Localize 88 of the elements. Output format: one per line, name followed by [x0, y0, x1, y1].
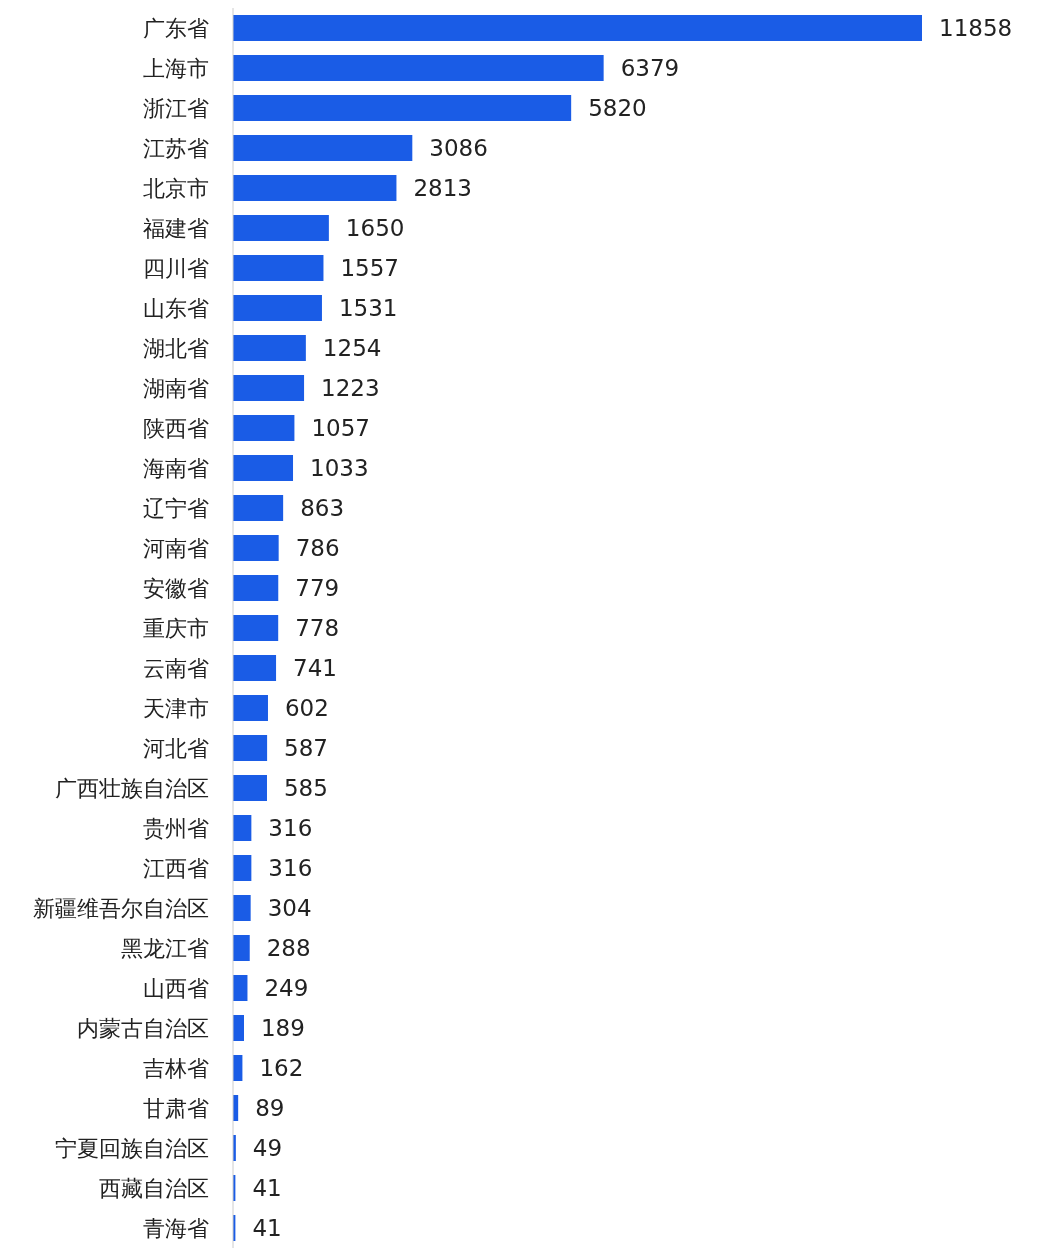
data-label: 288: [266, 935, 311, 962]
bar: [233, 415, 295, 441]
bar: [233, 255, 324, 281]
data-label: 6379: [620, 55, 680, 82]
y-tick-label: 四川省: [143, 255, 209, 281]
y-tick-label: 江苏省: [143, 135, 209, 161]
data-label: 249: [264, 975, 309, 1002]
data-label: 41: [252, 1215, 282, 1242]
y-tick-label: 天津市: [143, 695, 209, 721]
bar: [233, 615, 279, 641]
bar: [233, 15, 922, 41]
bar: [233, 215, 329, 241]
y-tick-label: 宁夏回族自治区: [55, 1135, 209, 1161]
bar: [233, 135, 413, 161]
bar: [233, 975, 248, 1001]
bar: [233, 295, 322, 321]
y-tick-label: 北京市: [143, 175, 209, 201]
y-tick-label: 新疆维吾尔自治区: [33, 895, 209, 921]
data-label: 779: [295, 575, 340, 602]
data-label: 3086: [429, 135, 488, 162]
y-tick-label: 西藏自治区: [99, 1175, 209, 1201]
data-label: 5820: [588, 95, 647, 122]
data-label: 1254: [322, 335, 382, 362]
data-label: 316: [268, 855, 313, 882]
data-label: 2813: [413, 175, 472, 202]
bar: [233, 855, 252, 881]
y-tick-label: 海南省: [143, 455, 209, 481]
data-label: 316: [268, 815, 313, 842]
bar: [233, 775, 267, 801]
data-label: 587: [284, 735, 329, 762]
bar: [233, 455, 294, 481]
y-tick-label: 广东省: [143, 15, 209, 41]
bar: [233, 535, 279, 561]
data-label: 189: [260, 1015, 305, 1042]
y-tick-label: 上海市: [143, 55, 209, 81]
bar: [233, 375, 305, 401]
bar: [233, 55, 604, 81]
bar: [233, 655, 277, 681]
bar: [233, 1015, 244, 1041]
y-tick-label: 青海省: [143, 1215, 209, 1241]
y-tick-label: 河南省: [143, 535, 209, 561]
data-label: 778: [295, 615, 340, 642]
bar: [233, 935, 250, 961]
y-tick-label: 山东省: [143, 295, 209, 321]
bar: [233, 95, 572, 121]
data-label: 89: [255, 1095, 285, 1122]
data-label: 41: [252, 1175, 282, 1202]
bar: [233, 175, 397, 201]
data-label: 741: [293, 655, 337, 682]
data-label: 1557: [340, 255, 400, 282]
bar: [233, 695, 268, 721]
bar: [233, 335, 306, 361]
data-label: 1531: [338, 295, 398, 322]
y-tick-label: 安徽省: [143, 575, 209, 601]
y-tick-label: 重庆市: [143, 615, 209, 641]
y-tick-label: 浙江省: [143, 95, 209, 121]
y-tick-label: 陕西省: [143, 415, 209, 441]
y-tick-label: 湖南省: [143, 375, 209, 401]
bar: [233, 815, 252, 841]
y-tick-label: 黑龙江省: [121, 935, 209, 961]
data-label: 11858: [939, 15, 1013, 42]
y-tick-label: 吉林省: [143, 1055, 209, 1081]
y-tick-label: 江西省: [143, 855, 209, 881]
bar: [233, 735, 268, 761]
data-label: 162: [259, 1055, 304, 1082]
data-label: 786: [295, 535, 340, 562]
data-label: 1650: [345, 215, 405, 242]
data-label: 49: [252, 1135, 283, 1162]
bar: [233, 895, 251, 921]
data-label: 602: [284, 695, 329, 722]
data-label: 1033: [310, 455, 369, 482]
data-label: 1057: [311, 415, 370, 442]
data-label: 585: [283, 775, 328, 802]
bar: [233, 575, 279, 601]
data-label: 1223: [321, 375, 380, 402]
y-tick-label: 福建省: [143, 215, 209, 241]
y-tick-label: 甘肃省: [143, 1095, 209, 1121]
y-tick-label: 云南省: [143, 655, 209, 681]
y-tick-label: 内蒙古自治区: [77, 1015, 209, 1041]
y-tick-label: 广西壮族自治区: [55, 775, 209, 801]
y-tick-label: 河北省: [143, 735, 209, 761]
y-tick-label: 湖北省: [143, 335, 209, 361]
y-tick-label: 山西省: [143, 975, 209, 1001]
data-label: 863: [300, 495, 345, 522]
y-tick-label: 辽宁省: [143, 495, 209, 521]
bar: [233, 495, 284, 521]
y-tick-label: 贵州省: [143, 815, 209, 841]
data-label: 304: [267, 895, 312, 922]
